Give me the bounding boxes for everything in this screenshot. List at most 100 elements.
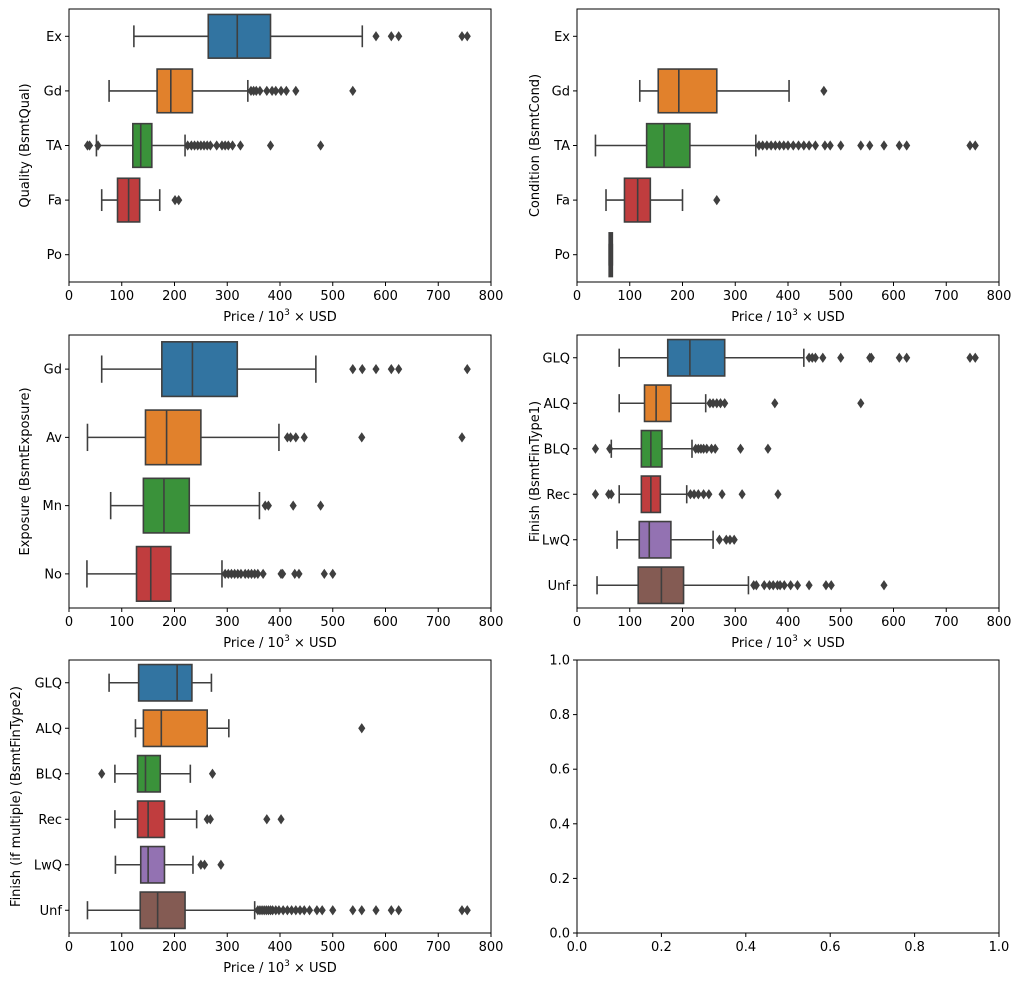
box-iqr — [142, 477, 191, 534]
y-tick-label: Rec — [38, 813, 62, 828]
outlier-point — [774, 489, 782, 500]
outlier-point — [206, 140, 214, 151]
x-tick-label: 300 — [723, 289, 748, 304]
outlier-point — [811, 352, 819, 363]
x-tick-label: 0.8 — [904, 940, 925, 955]
x-tick-label: 100 — [617, 289, 642, 304]
outlier-point — [458, 432, 466, 443]
outlier-point — [800, 140, 808, 151]
outlier-point — [313, 905, 321, 916]
x-tick-label: 200 — [162, 615, 187, 630]
x-tick-label: 600 — [881, 289, 906, 304]
x-tick-label: 400 — [268, 615, 293, 630]
x-tick-label: 600 — [881, 615, 906, 630]
x-tick-label: 300 — [215, 289, 240, 304]
x-tick-label: 500 — [828, 289, 853, 304]
box-GLQ — [108, 663, 213, 702]
y-axis-label: Finish (BsmtFinType1) — [528, 401, 543, 542]
y-tick-label: 1.0 — [549, 654, 570, 669]
outlier-point — [821, 140, 829, 151]
outlier-point — [317, 500, 325, 511]
y-tick-label: GLQ — [542, 351, 570, 366]
x-tick-label: 400 — [268, 289, 293, 304]
x-tick-label: 800 — [479, 940, 504, 955]
x-tick-label: 800 — [479, 615, 504, 630]
x-axis-label-exponent: 3 — [792, 308, 798, 318]
outlier-point — [349, 905, 357, 916]
x-axis-label-suffix: × USD — [290, 961, 337, 976]
outlier-point — [771, 398, 779, 409]
subplot-4: 0 100 200 300 400 500 600 700 800 GLQ ALQ BLQ Rec LwQ… — [528, 334, 1012, 651]
x-tick-label: 300 — [723, 615, 748, 630]
outlier-point — [300, 432, 308, 443]
x-tick-label: 1.0 — [989, 940, 1010, 955]
x-tick-label: 700 — [426, 615, 451, 630]
box-Ex — [133, 13, 471, 59]
box-Po — [608, 232, 614, 278]
box-BLQ — [591, 429, 772, 468]
outlier-point — [784, 140, 792, 151]
x-tick-label: 600 — [373, 289, 398, 304]
y-tick-label: ALQ — [544, 397, 570, 412]
y-tick-label: 0.2 — [549, 872, 570, 887]
x-tick-label: 300 — [215, 940, 240, 955]
outlier-point — [358, 723, 366, 734]
outlier-point — [721, 398, 729, 409]
x-axis-label-exponent: 3 — [284, 308, 290, 318]
x-axis-label-suffix: × USD — [290, 636, 337, 651]
x-tick-label: 800 — [987, 289, 1012, 304]
x-tick-label: 200 — [162, 289, 187, 304]
outlier-point — [760, 580, 768, 591]
x-tick-label: 0.6 — [820, 940, 841, 955]
x-tick-label: 500 — [320, 940, 345, 955]
x-tick-label: 800 — [987, 615, 1012, 630]
y-tick-label: Unf — [548, 579, 571, 594]
x-axis-label: Price / 103 × USD — [223, 308, 337, 325]
outlier-point — [715, 534, 723, 545]
outlier-point — [317, 140, 325, 151]
outlier-point — [895, 352, 903, 363]
box-Av — [86, 409, 466, 466]
x-axis-label-exponent: 3 — [284, 634, 290, 644]
outlier-point — [880, 580, 888, 591]
box-Fa — [605, 177, 721, 223]
y-tick-label: TA — [553, 139, 570, 154]
box-iqr — [144, 409, 202, 466]
outlier-point — [279, 568, 287, 580]
x-tick-label: 500 — [320, 615, 345, 630]
outlier-point — [277, 814, 285, 825]
outlier-point — [805, 580, 813, 591]
outlier-point — [98, 768, 106, 779]
subplot-2: 0 100 200 300 400 500 600 700 800 Ex Gd TA Fa Po Price… — [528, 8, 1012, 325]
outlier-point — [387, 31, 395, 42]
x-axis-label-prefix: Price / 10 — [731, 310, 792, 325]
box-iqr — [645, 122, 691, 169]
x-tick-label: 0 — [573, 289, 581, 304]
y-axis-label: Exposure (BsmtExposure) — [18, 387, 33, 555]
outlier-point — [458, 31, 466, 42]
y-tick-label: Fa — [556, 194, 570, 209]
outlier-point — [793, 580, 802, 591]
y-tick-label: Av — [46, 431, 62, 446]
outlier-point — [329, 568, 337, 580]
outlier-point — [880, 140, 888, 151]
y-tick-label: 0.6 — [549, 763, 570, 778]
outlier-point — [966, 140, 974, 151]
outlier-point — [277, 85, 285, 97]
axes-frame — [576, 659, 1000, 934]
x-tick-label: 100 — [109, 289, 134, 304]
y-tick-label: TA — [45, 139, 62, 154]
outlier-point — [837, 140, 845, 151]
outlier-point — [295, 568, 303, 580]
outlier-point — [329, 905, 337, 916]
outlier-point — [254, 568, 262, 580]
y-tick-label: Unf — [40, 904, 63, 919]
outlier-point — [463, 31, 471, 42]
outlier-point — [805, 140, 813, 151]
box-Mn — [109, 477, 325, 534]
outlier-point — [820, 85, 828, 97]
x-tick-label: 700 — [426, 289, 451, 304]
outlier-point — [395, 905, 403, 916]
x-tick-label: 500 — [828, 615, 853, 630]
